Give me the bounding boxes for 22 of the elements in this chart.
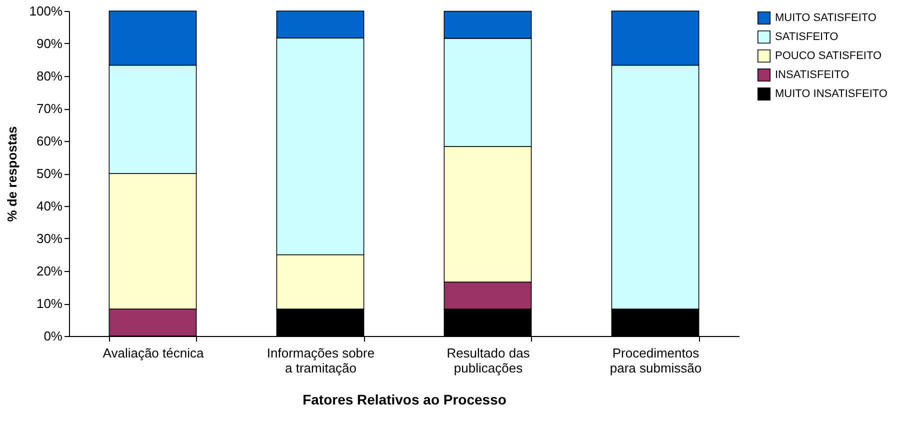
x-tick-label: Avaliação técnica (102, 346, 204, 360)
x-tick-label: Procedimentos para submissão (610, 346, 702, 376)
legend-label: SATISFEITO (775, 31, 839, 43)
legend-label: POUCO SATISFEITO (775, 50, 882, 62)
x-axis-title: Fatores Relativos ao Processo (302, 392, 506, 408)
y-tick-label: 0% (44, 328, 63, 344)
y-axis-title: % de respostas (4, 126, 20, 222)
y-tick-label: 10% (36, 296, 63, 311)
x-tick-label: Informações sobre a tramitação (266, 346, 375, 376)
x-tick-label: Resultado das publicações (446, 346, 530, 376)
y-tick-label: 80% (36, 68, 63, 84)
y-tick-label: 20% (36, 264, 63, 278)
legend-label: MUITO SATISFEITO (775, 12, 877, 24)
y-tick-label: 50% (36, 166, 63, 181)
legend-label: MUITO INSATISFEITO (775, 88, 888, 100)
y-tick-label: 90% (36, 36, 63, 51)
y-tick-label: 70% (36, 101, 63, 116)
y-tick-label: 60% (36, 134, 63, 148)
y-tick-label: 40% (36, 198, 63, 214)
legend-label: INSATISFEITO (775, 69, 850, 81)
y-tick-label: 30% (36, 231, 63, 246)
y-tick-label: 100% (29, 4, 63, 18)
